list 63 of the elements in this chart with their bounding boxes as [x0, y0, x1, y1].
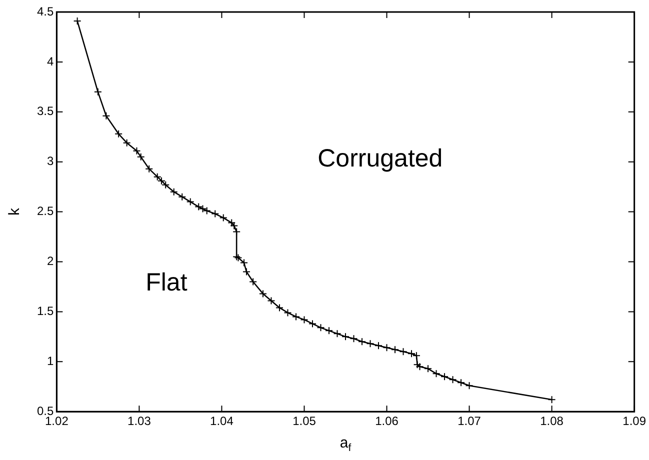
y-tick-label: 2: [46, 254, 54, 268]
point: [267, 296, 276, 305]
point: [292, 312, 300, 321]
x-tick-label: 1.07: [458, 414, 482, 428]
point: [416, 362, 424, 371]
point: [73, 16, 82, 25]
point: [153, 172, 162, 181]
point: [242, 268, 250, 276]
point: [198, 204, 207, 213]
point: [333, 330, 342, 338]
point: [448, 376, 457, 384]
point: [350, 334, 358, 343]
point: [432, 370, 440, 378]
point: [170, 188, 178, 196]
x-tick-label: 1.05: [292, 414, 316, 428]
point: [325, 326, 333, 335]
point: [202, 206, 211, 215]
x-tick-label: 1.09: [622, 414, 646, 428]
annotation: Corrugated: [318, 144, 443, 173]
point: [465, 382, 474, 390]
y-tick-label: 3.5: [36, 104, 54, 118]
x-tick-label: 1.04: [210, 414, 234, 428]
point: [228, 218, 236, 227]
point: [424, 364, 432, 373]
y-tick-label: 1: [46, 354, 54, 368]
point: [122, 138, 131, 147]
x-tick-label: 1.06: [375, 414, 399, 428]
point: [308, 320, 316, 328]
point: [382, 344, 391, 352]
point: [374, 342, 383, 350]
x-tick-label: 1.03: [128, 414, 152, 428]
point: [366, 340, 374, 348]
point: [178, 192, 186, 201]
point: [391, 346, 400, 354]
point: [284, 308, 292, 317]
y-tick-label: 3: [46, 154, 54, 168]
y-tick-label: 2.5: [36, 204, 54, 218]
point: [300, 316, 308, 324]
point: [258, 290, 267, 298]
point: [275, 304, 284, 312]
point: [548, 396, 556, 404]
point: [114, 130, 123, 138]
annotation: Flat: [146, 268, 188, 297]
point: [211, 210, 220, 218]
y-tick-label: 4: [46, 54, 54, 68]
point: [413, 360, 422, 369]
y-axis-title: k: [6, 208, 23, 216]
point: [440, 372, 449, 381]
point: [219, 214, 228, 222]
point: [399, 348, 408, 356]
point: [94, 88, 102, 96]
point: [186, 198, 194, 206]
point: [145, 164, 154, 173]
point: [342, 332, 350, 341]
point: [102, 112, 110, 120]
x-tick-label: 1.08: [540, 414, 564, 428]
y-tick-label: 1.5: [36, 304, 54, 318]
point: [249, 278, 258, 286]
point: [457, 378, 466, 387]
point: [194, 202, 203, 211]
y-tick-label: 4.5: [36, 4, 54, 18]
point: [316, 324, 325, 332]
point: [358, 338, 366, 346]
